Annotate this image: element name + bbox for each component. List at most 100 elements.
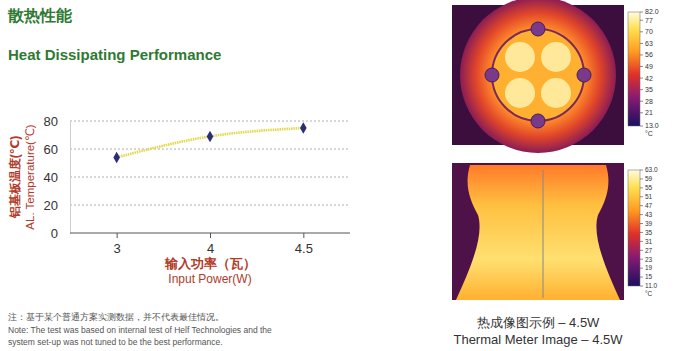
hot-spot [505,42,535,72]
measure-line [543,170,544,298]
plot [113,122,306,163]
grid-line [70,205,350,206]
colorbar-tick [640,277,643,278]
caption: Thermal Meter Image – 4.5W [453,332,623,347]
colorbar-tick [640,31,643,32]
x-tick-mark [303,233,304,238]
colorbar-label: 35 [645,86,653,93]
colorbar-ramp [628,170,640,286]
colorbar-tick [640,89,643,90]
note: Note: The test was based on internal tes… [8,325,272,335]
colorbar-label: 47 [645,202,653,209]
heat-disc [460,0,616,153]
x-tick: 4 [207,233,214,256]
colorbar-label: 56 [645,51,653,58]
colorbar-tick [640,170,643,171]
colorbar-label: 43 [645,211,653,218]
y-axis-line [70,122,71,234]
grid-line [70,121,350,122]
colorbar-tick [640,286,643,287]
colorbar-tick [640,43,643,44]
colorbar-tick [640,126,643,127]
x-axis-title: Input Power(W) [168,272,251,286]
hot-spot [541,42,571,72]
x-tick: 4.5 [295,233,313,256]
colorbar-label: 49 [645,63,653,70]
x-axis: 344.5 [70,233,350,256]
x-tick-mark [210,233,211,238]
note: 注：基于某个普通方案实测数据，并不代表最佳情况。 [8,312,224,322]
colorbar-label: 63 [645,40,653,47]
screw [531,114,545,128]
colorbar-label: 28 [645,98,653,105]
x-axis-title: 输入功率（瓦） [164,256,256,271]
y-axis-title: AL. Temperature(℃) [24,124,36,230]
screw [531,22,545,36]
page: 散热性能 Heat Dissipating Performance 0 20 40 60 8… [0,0,680,351]
colorbar-tick [640,54,643,55]
title: 散热性能 [7,7,72,25]
marker [113,152,120,163]
colorbar-tick [640,268,643,269]
y-axis: 0 20 40 60 80 [44,114,71,241]
heat-ring [492,29,584,121]
colorbar-tick [640,214,643,215]
colorbar-unit: °C [645,130,653,137]
y-tick: 60 [44,142,70,157]
colorbar-tick [640,20,643,21]
colorbar-tick [640,232,643,233]
caption: 热成像图示例 – 4.5W [477,315,601,330]
marker [207,131,214,142]
colorbar-tick [640,196,643,197]
colorbar-label: 59 [645,175,653,182]
colorbar-tick [640,205,643,206]
x-tick-mark [117,233,118,238]
colorbar: 63.059555147433935312723191511.0°C [628,166,658,297]
colorbar-tick [640,101,643,102]
colorbar-tick [640,178,643,179]
x-tick-label: 3 [114,241,121,256]
colorbar-label: 13.0 [645,122,659,129]
hot-spot [541,78,571,108]
hot-spot [505,78,535,108]
x-tick-label: 4 [207,241,214,256]
y-tick-label: 40 [44,170,58,185]
colorbar-label: 11.0 [645,282,658,289]
colorbar-label: 35 [645,229,653,236]
lamp-body [456,165,620,300]
colorbar-label: 19 [645,264,653,271]
colorbar: 82.077706356494235282113.0°C [628,8,659,137]
grid-line [70,177,350,178]
colorbar-label: 15 [645,273,653,280]
y-tick: 80 [44,114,70,129]
marker [300,122,307,133]
colorbar-label: 42 [645,75,653,82]
y-tick: 0 [51,226,70,241]
thermal-image-bottom [452,163,624,300]
colorbar-tick [640,259,643,260]
y-tick: 40 [44,170,70,185]
colorbar-label: 55 [645,184,653,191]
y-tick: 20 [44,198,70,213]
colorbar-tick [640,250,643,251]
colorbar-label: 70 [645,28,653,35]
y-tick-label: 80 [44,114,58,129]
colorbar-tick [640,223,643,224]
y-tick-label: 60 [44,142,58,157]
colorbar-label: 63.0 [645,166,658,173]
x-tick-label: 4.5 [295,241,313,256]
colorbar-unit: °C [645,290,653,297]
image-background [452,163,624,300]
colorbar-label: 31 [645,238,653,245]
colorbar-tick [640,78,643,79]
y-tick-label: 0 [51,226,58,241]
thermal-image-top [452,0,624,153]
x-tick: 3 [114,233,121,256]
colorbar-label: 51 [645,193,653,200]
note: system set-up was not tuned to be the be… [8,337,223,347]
grid [70,121,350,205]
colorbar-ramp [628,12,640,126]
subtitle: Heat Dissipating Performance [8,46,221,63]
colorbar-tick [640,241,643,242]
colorbar-tick [640,12,643,13]
